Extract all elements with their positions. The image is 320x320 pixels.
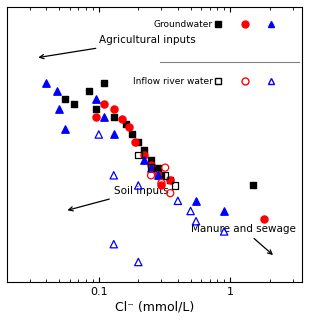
Point [93,107,99,112]
Text: Soil inputs: Soil inputs [69,186,169,211]
Point [175,198,180,203]
Point [221,229,227,234]
Point [136,140,141,145]
Point [148,163,154,168]
Point [96,132,101,137]
Point [155,165,160,170]
Point [130,132,135,137]
Point [168,191,173,196]
Point [93,96,99,101]
Point [141,152,146,157]
Point [194,219,199,224]
Point [221,208,227,213]
Point [136,183,141,188]
Point [136,152,141,157]
Point [155,173,160,178]
Point [102,101,107,107]
Point [251,183,256,188]
Point [163,173,168,178]
Point [111,114,116,119]
Point [111,132,116,137]
Point [168,178,173,183]
Point [168,178,173,183]
Point [126,124,132,129]
Point [62,127,67,132]
Point [159,180,164,186]
Point [111,107,116,112]
Point [159,183,164,188]
Point [148,157,154,163]
Point [111,173,116,178]
Point [141,147,146,152]
X-axis label: Cl⁻ (mmol/L): Cl⁻ (mmol/L) [115,300,194,313]
Point [188,208,193,213]
Point [194,198,199,203]
Point [148,165,154,170]
Point [119,116,124,122]
Point [44,81,49,86]
Point [123,122,128,127]
Point [163,165,168,170]
Point [111,242,116,247]
Text: Agricultural inputs: Agricultural inputs [40,35,196,59]
Point [87,89,92,94]
Point [148,165,154,170]
Point [93,114,99,119]
Point [148,173,154,178]
Text: Manure and sewage: Manure and sewage [191,224,295,254]
Point [102,81,107,86]
Point [133,140,138,145]
Point [159,173,164,178]
Point [62,96,67,101]
Point [72,101,77,107]
Point [141,157,146,163]
Point [57,107,62,112]
Point [172,183,178,188]
Point [54,89,60,94]
Point [155,173,160,178]
Point [102,114,107,119]
Point [261,216,266,221]
Point [136,260,141,265]
